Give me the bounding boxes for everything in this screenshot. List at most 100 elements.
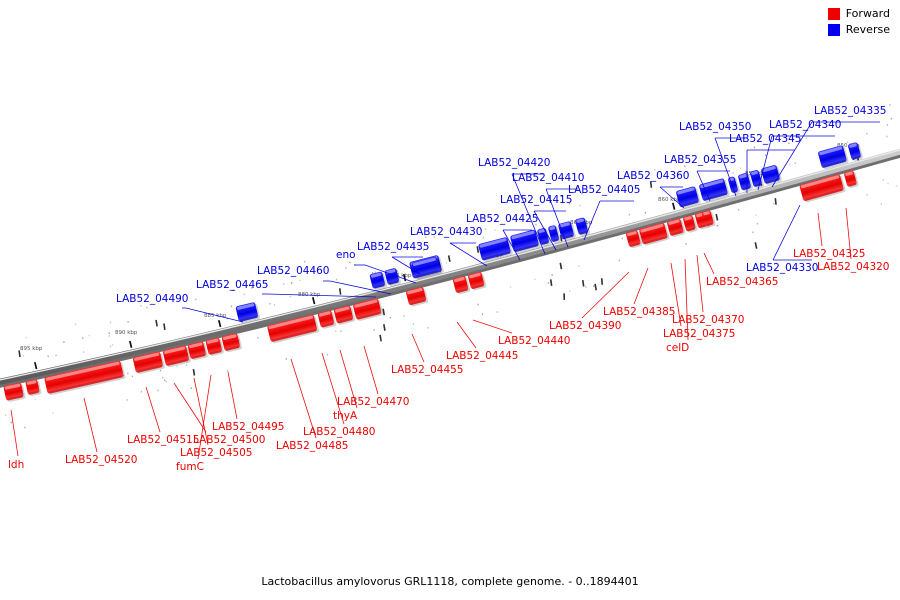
gene-label[interactable]: LAB52_04360 xyxy=(617,170,690,182)
gene-label[interactable]: LAB52_04320 xyxy=(817,261,890,273)
gene-label[interactable]: LAB52_04455 xyxy=(391,364,464,376)
gene-feature[interactable] xyxy=(639,222,670,246)
label-leader xyxy=(411,333,425,363)
legend-item-reverse[interactable]: Reverse xyxy=(827,23,890,36)
gene-label[interactable]: LAB52_04420 xyxy=(478,157,551,169)
gene-label[interactable]: ldh xyxy=(8,459,24,471)
legend-label-reverse: Reverse xyxy=(845,23,890,36)
label-leader xyxy=(659,186,685,209)
tick-speckles xyxy=(4,104,898,429)
gene-label[interactable]: LAB52_04390 xyxy=(549,320,622,332)
gene-label[interactable]: LAB52_04520 xyxy=(65,454,138,466)
label-leader xyxy=(817,212,823,247)
gene-label[interactable]: LAB52_04355 xyxy=(664,154,737,166)
label-leader xyxy=(845,207,852,260)
gene-feature[interactable] xyxy=(162,345,191,368)
gene-label[interactable]: LAB52_04385 xyxy=(603,306,676,318)
gene-feature[interactable] xyxy=(676,186,702,210)
gene-label[interactable]: LAB52_04330 xyxy=(746,262,819,274)
gene-label[interactable]: LAB52_04405 xyxy=(568,184,641,196)
gene-feature[interactable] xyxy=(411,256,442,280)
label-leader xyxy=(10,409,19,457)
gene-label[interactable]: LAB52_04335 xyxy=(814,105,887,117)
legend-swatch-reverse xyxy=(827,24,840,36)
gene-label[interactable]: LAB52_04345 xyxy=(729,133,802,145)
gene-feature[interactable] xyxy=(452,275,471,295)
gene-feature[interactable] xyxy=(267,314,320,344)
label-leader xyxy=(173,382,207,433)
gene-label[interactable]: LAB52_04480 xyxy=(303,426,376,438)
gene-feature[interactable] xyxy=(221,333,242,353)
gene-label[interactable]: LAB52_04505 xyxy=(180,447,253,459)
gene-feature[interactable] xyxy=(317,310,337,330)
label-leader xyxy=(339,349,358,409)
label-leader xyxy=(145,386,161,433)
gene-label[interactable]: celD xyxy=(666,342,689,354)
gene-label[interactable]: LAB52_04375 xyxy=(663,328,736,340)
gene-label[interactable]: LAB52_04425 xyxy=(466,213,539,225)
gene-feature[interactable] xyxy=(132,351,165,375)
gene-label[interactable]: LAB52_04465 xyxy=(196,279,269,291)
label-leader xyxy=(185,307,244,323)
gene-label[interactable]: LAB52_04445 xyxy=(446,350,519,362)
gene-feature[interactable] xyxy=(369,271,387,291)
gene-feature[interactable] xyxy=(353,298,384,322)
gene-label[interactable]: thyA xyxy=(333,410,358,422)
label-leader xyxy=(193,377,209,446)
gene-label[interactable]: LAB52_04370 xyxy=(672,314,745,326)
gene-label[interactable]: LAB52_04340 xyxy=(769,119,842,131)
gene-label[interactable]: LAB52_04410 xyxy=(512,172,585,184)
gene-feature[interactable] xyxy=(510,229,541,254)
gene-feature[interactable] xyxy=(683,214,699,233)
gene-feature[interactable] xyxy=(761,164,783,186)
gene-label[interactable]: LAB52_04500 xyxy=(193,434,266,446)
gene-feature[interactable] xyxy=(738,172,754,192)
legend-item-forward[interactable]: Forward xyxy=(827,7,890,20)
gene-label[interactable]: LAB52_04470 xyxy=(337,396,410,408)
gene-label[interactable]: LAB52_04325 xyxy=(793,248,866,260)
gene-label[interactable]: LAB52_04485 xyxy=(276,440,349,452)
gene-feature[interactable] xyxy=(187,341,208,361)
gene-feature[interactable] xyxy=(467,271,487,291)
gene-label[interactable]: fumC xyxy=(176,461,204,473)
gene-label[interactable]: LAB52_04365 xyxy=(706,276,779,288)
gene-feature[interactable] xyxy=(844,170,860,189)
gene-feature[interactable] xyxy=(333,305,356,326)
gene-feature[interactable] xyxy=(818,145,850,171)
gene-feature[interactable] xyxy=(384,267,401,287)
gene-feature[interactable] xyxy=(667,218,686,238)
gene-label[interactable]: eno xyxy=(336,249,356,261)
axis-tick-mark xyxy=(312,297,316,305)
axis-tick-label: 890 kbp xyxy=(115,330,138,336)
gene-label[interactable]: LAB52_04350 xyxy=(679,121,752,133)
gene-label[interactable]: LAB52_04490 xyxy=(116,293,189,305)
gene-label[interactable]: LAB52_04460 xyxy=(257,265,330,277)
gene-label[interactable]: LAB52_04440 xyxy=(498,335,571,347)
gene-label[interactable]: LAB52_04415 xyxy=(500,194,573,206)
gene-feature[interactable] xyxy=(205,337,224,357)
gene-feature[interactable] xyxy=(701,209,716,228)
gene-feature[interactable] xyxy=(478,236,513,262)
label-leader xyxy=(83,397,98,453)
gene-feature[interactable] xyxy=(235,302,260,324)
gene-feature[interactable] xyxy=(25,379,42,397)
gene-feature[interactable] xyxy=(750,169,765,189)
gene-feature[interactable] xyxy=(799,173,846,203)
gene-feature[interactable] xyxy=(406,286,429,307)
legend-label-forward: Forward xyxy=(845,7,890,20)
axis-tick-label: 875 kbp xyxy=(389,273,412,279)
label-leader xyxy=(696,170,711,202)
gene-label[interactable]: LAB52_04495 xyxy=(212,421,285,433)
gene-feature[interactable] xyxy=(3,382,26,403)
gene-feature[interactable] xyxy=(848,141,864,161)
gene-feature[interactable] xyxy=(548,224,562,244)
gene-label[interactable]: LAB52_04515 xyxy=(127,434,200,446)
axis-tick-mark xyxy=(672,202,676,210)
gene-feature[interactable] xyxy=(575,217,591,237)
gene-feature[interactable] xyxy=(626,229,643,249)
gene-label[interactable]: LAB52_04430 xyxy=(410,226,483,238)
legend: Forward Reverse xyxy=(827,7,890,36)
gene-feature[interactable] xyxy=(44,360,126,396)
gene-label[interactable]: LAB52_04435 xyxy=(357,241,430,253)
label-leader xyxy=(703,252,715,275)
